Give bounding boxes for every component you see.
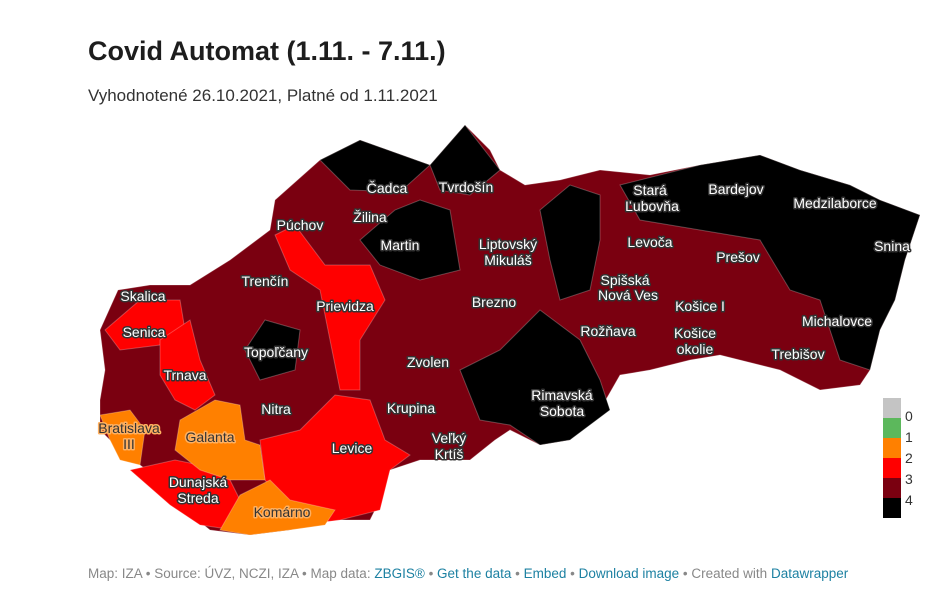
district-label: Košice [674, 325, 716, 341]
district-label: Krtíš [435, 446, 464, 462]
district-label: Prešov [716, 249, 760, 265]
region-trnava[interactable] [159, 319, 216, 411]
download-image-link[interactable]: Download image [578, 566, 680, 581]
district-label: Spišská [600, 272, 649, 288]
legend-swatch-orange [883, 438, 901, 458]
district-label: Bratislava [98, 420, 160, 436]
district-label: Krupina [387, 400, 435, 416]
district-label: Stará [633, 182, 667, 198]
region-cadca[interactable] [319, 139, 431, 193]
legend-swatch-black [883, 498, 901, 518]
district-label: Trenčín [242, 273, 289, 289]
district-label: Rimavská [531, 387, 593, 403]
region-poprad[interactable] [539, 184, 601, 301]
district-label: Levoča [627, 234, 672, 250]
district-label: Rožňava [580, 323, 635, 339]
legend-swatch-red [883, 458, 901, 478]
region-martin[interactable] [359, 199, 461, 281]
district-label: Michalovce [802, 313, 872, 329]
district-label: Streda [177, 490, 218, 506]
district-label: Košice I [675, 298, 725, 314]
district-label: Čadca [367, 180, 408, 196]
district-label: Trebišov [771, 346, 824, 362]
district-label: Bardejov [708, 181, 763, 197]
district-label: Trnava [163, 367, 206, 383]
district-label: Zvolen [407, 354, 449, 370]
footer-map-data-label: Map data: [310, 566, 371, 581]
region-galanta[interactable] [174, 399, 266, 481]
district-label: Sobota [540, 403, 585, 419]
footer: Map: IZA • Source: ÚVZ, NCZI, IZA • Map … [88, 566, 849, 581]
footer-source: Source: ÚVZ, NCZI, IZA [154, 566, 299, 581]
embed-link[interactable]: Embed [523, 566, 567, 581]
region-prievidza[interactable] [274, 224, 386, 391]
district-label: Ľubovňa [625, 198, 679, 214]
district-label: Topoľčany [244, 344, 308, 360]
district-label: Levice [332, 440, 373, 456]
zbgis-link[interactable]: ZBGIS® [374, 566, 425, 581]
legend-label: 0 [905, 408, 913, 424]
district-label: Žilina [353, 209, 387, 225]
district-label: okolie [677, 341, 714, 357]
district-label: Senica [123, 324, 166, 340]
footer-map-credit: Map: IZA [88, 566, 143, 581]
region-komarno[interactable] [219, 479, 336, 536]
legend: 0 1 2 3 4 [883, 398, 913, 518]
legend-swatch-gray [883, 398, 901, 418]
legend-label: 3 [905, 471, 913, 487]
district-label: Liptovský [479, 236, 537, 252]
datawrapper-link[interactable]: Datawrapper [770, 566, 849, 581]
district-label: III [123, 436, 135, 452]
district-label: Skalica [120, 288, 165, 304]
district-label: Tvrdošín [439, 179, 493, 195]
district-label: Prievidza [316, 298, 374, 314]
district-label: Mikuláš [484, 252, 531, 268]
district-label: Dunajská [169, 474, 228, 490]
district-label: Medzilaborce [793, 195, 876, 211]
legend-label: 4 [905, 492, 913, 508]
region-east[interactable] [619, 154, 921, 371]
region-rimavska-sobota[interactable] [459, 309, 611, 446]
chart-title: Covid Automat (1.11. - 7.11.) [88, 36, 446, 66]
district-label: Snina [874, 238, 910, 254]
region-levice[interactable] [259, 394, 411, 526]
district-label: Nitra [261, 401, 291, 417]
district-label: Komárno [254, 504, 311, 520]
district-label: Nová Ves [598, 287, 658, 303]
region-tvrdosin[interactable] [429, 124, 501, 196]
district-label: Brezno [472, 294, 517, 310]
region-bratislava[interactable] [99, 409, 146, 466]
district-label: Veľký [432, 430, 466, 446]
district-label: Martin [381, 237, 420, 253]
legend-swatch-green [883, 418, 901, 438]
legend-swatch-darkred [883, 478, 901, 498]
legend-label: 2 [905, 450, 913, 466]
district-label: Galanta [185, 429, 234, 445]
legend-label: 1 [905, 429, 913, 445]
district-label: Púchov [277, 217, 324, 233]
get-the-data-link[interactable]: Get the data [437, 566, 512, 581]
region-topolcany[interactable] [244, 319, 301, 381]
footer-created-with: Created with [691, 566, 768, 581]
chart-subtitle: Vyhodnotené 26.10.2021, Platné od 1.11.2… [88, 86, 438, 105]
